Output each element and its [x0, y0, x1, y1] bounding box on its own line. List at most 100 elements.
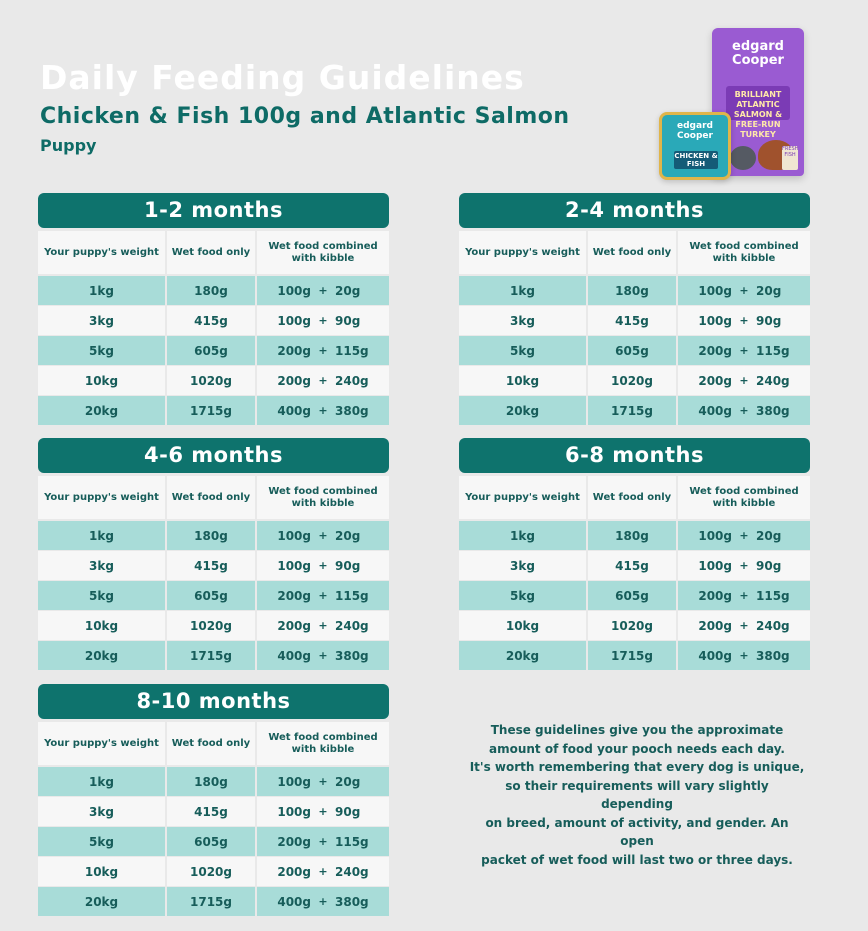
table-row: 20kg 1715g 400g +380g: [38, 396, 389, 425]
guidelines-note: These guidelines give you the approximat…: [468, 721, 806, 869]
feeding-table: Your puppy's weight Wet food only Wet food…: [38, 722, 389, 916]
cell-weight: 20kg: [459, 641, 586, 670]
cell-weight: 3kg: [459, 306, 586, 335]
cell-weight: 10kg: [38, 857, 165, 886]
cell-combined: 400g +380g: [678, 641, 810, 670]
combined-kibble-amount: 90g: [756, 313, 782, 328]
plus-sign: +: [739, 344, 749, 357]
note-line: packet of wet food will last two or thre…: [481, 852, 793, 867]
combined-amounts: 100g +20g: [257, 529, 389, 543]
combined-amounts: 400g +380g: [678, 649, 810, 663]
combined-wet-amount: 100g: [277, 804, 311, 819]
table-row: 10kg 1020g 200g +240g: [38, 366, 389, 395]
feeding-table: Your puppy's weight Wet food only Wet food…: [38, 476, 389, 670]
combined-wet-amount: 200g: [698, 588, 732, 603]
cell-combined: 100g +90g: [257, 306, 389, 335]
combined-kibble-amount: 20g: [335, 528, 361, 543]
combined-wet-amount: 200g: [277, 834, 311, 849]
card-title: 4-6 months: [38, 438, 389, 473]
feeding-table: Your puppy's weight Wet food only Wet food…: [459, 476, 810, 670]
note-line: so their requirements will vary slightly…: [505, 778, 769, 812]
plus-sign: +: [739, 559, 749, 572]
combined-wet-amount: 100g: [277, 283, 311, 298]
card-title: 1-2 months: [38, 193, 389, 228]
combined-wet-amount: 200g: [277, 588, 311, 603]
combined-amounts: 200g +240g: [678, 619, 810, 633]
combined-amounts: 100g +90g: [257, 559, 389, 573]
note-line: on breed, amount of activity, and gender…: [485, 815, 789, 849]
table-row: 5kg 605g 200g +115g: [38, 827, 389, 856]
combined-amounts: 100g +90g: [678, 314, 810, 328]
cell-wet-only: 1715g: [167, 396, 255, 425]
cell-combined: 200g +115g: [257, 336, 389, 365]
cell-combined: 100g +90g: [257, 551, 389, 580]
cell-combined: 400g +380g: [678, 396, 810, 425]
plus-sign: +: [318, 619, 328, 632]
card-title: 2-4 months: [459, 193, 810, 228]
combined-kibble-amount: 380g: [756, 403, 790, 418]
combined-kibble-amount: 240g: [335, 864, 369, 879]
combined-wet-amount: 100g: [698, 528, 732, 543]
card-6-8-months: 6-8 months Your puppy's weight Wet food on…: [459, 438, 810, 671]
table-row: 1kg 180g 100g +20g: [38, 767, 389, 796]
combined-amounts: 400g +380g: [257, 649, 389, 663]
wet-food-tray-image: edgard Cooper CHICKEN & FISH: [659, 112, 731, 180]
cell-weight: 20kg: [38, 641, 165, 670]
bag-brand-logo: edgard Cooper: [732, 39, 784, 68]
table-row: 1kg 180g 100g +20g: [459, 276, 810, 305]
plus-sign: +: [318, 374, 328, 387]
combined-wet-amount: 100g: [277, 774, 311, 789]
col-header-wet-only: Wet food only: [167, 476, 255, 519]
cell-combined: 400g +380g: [257, 641, 389, 670]
combined-amounts: 100g +20g: [257, 775, 389, 789]
cell-combined: 200g +115g: [678, 336, 810, 365]
cell-weight: 1kg: [38, 521, 165, 550]
cell-weight: 5kg: [38, 827, 165, 856]
combined-amounts: 100g +90g: [257, 314, 389, 328]
col-header-combined: Wet food combined with kibble: [678, 231, 810, 274]
cell-wet-only: 605g: [588, 581, 676, 610]
table-row: 5kg 605g 200g +115g: [38, 581, 389, 610]
combined-wet-amount: 400g: [277, 403, 311, 418]
table-row: 3kg 415g 100g +90g: [459, 306, 810, 335]
cell-combined: 100g +20g: [678, 521, 810, 550]
cell-wet-only: 415g: [167, 306, 255, 335]
combined-kibble-amount: 115g: [335, 588, 369, 603]
table-row: 20kg 1715g 400g +380g: [38, 641, 389, 670]
plus-sign: +: [318, 835, 328, 848]
table-row: 10kg 1020g 200g +240g: [38, 611, 389, 640]
combined-kibble-amount: 240g: [756, 618, 790, 633]
combined-kibble-amount: 115g: [756, 588, 790, 603]
tray-product-label: CHICKEN & FISH: [674, 151, 718, 169]
cell-weight: 1kg: [38, 767, 165, 796]
plus-sign: +: [739, 284, 749, 297]
combined-amounts: 200g +240g: [257, 865, 389, 879]
cell-wet-only: 180g: [167, 521, 255, 550]
combined-amounts: 200g +115g: [257, 835, 389, 849]
combined-wet-amount: 100g: [698, 283, 732, 298]
cell-wet-only: 180g: [167, 276, 255, 305]
combined-wet-amount: 400g: [277, 648, 311, 663]
combined-wet-amount: 200g: [698, 373, 732, 388]
table-row: 5kg 605g 200g +115g: [38, 336, 389, 365]
combined-amounts: 100g +90g: [257, 805, 389, 819]
combined-kibble-amount: 90g: [756, 558, 782, 573]
bag-product-label: BRILLIANT ATLANTIC SALMON & FREE-RUN TUR…: [733, 90, 783, 139]
cell-weight: 1kg: [459, 276, 586, 305]
feeding-table: Your puppy's weight Wet food only Wet food…: [459, 231, 810, 425]
cell-weight: 3kg: [38, 797, 165, 826]
combined-wet-amount: 100g: [698, 313, 732, 328]
cell-wet-only: 1020g: [167, 857, 255, 886]
cell-combined: 200g +115g: [257, 827, 389, 856]
table-row: 3kg 415g 100g +90g: [38, 551, 389, 580]
cell-combined: 100g +20g: [678, 276, 810, 305]
col-header-weight: Your puppy's weight: [38, 231, 165, 274]
combined-wet-amount: 200g: [277, 343, 311, 358]
plus-sign: +: [739, 619, 749, 632]
combined-kibble-amount: 20g: [335, 774, 361, 789]
table-header-row: Your puppy's weight Wet food only Wet food…: [459, 231, 810, 274]
cell-wet-only: 1020g: [588, 611, 676, 640]
col-header-weight: Your puppy's weight: [38, 476, 165, 519]
table-row: 3kg 415g 100g +90g: [459, 551, 810, 580]
cell-combined: 200g +240g: [257, 366, 389, 395]
